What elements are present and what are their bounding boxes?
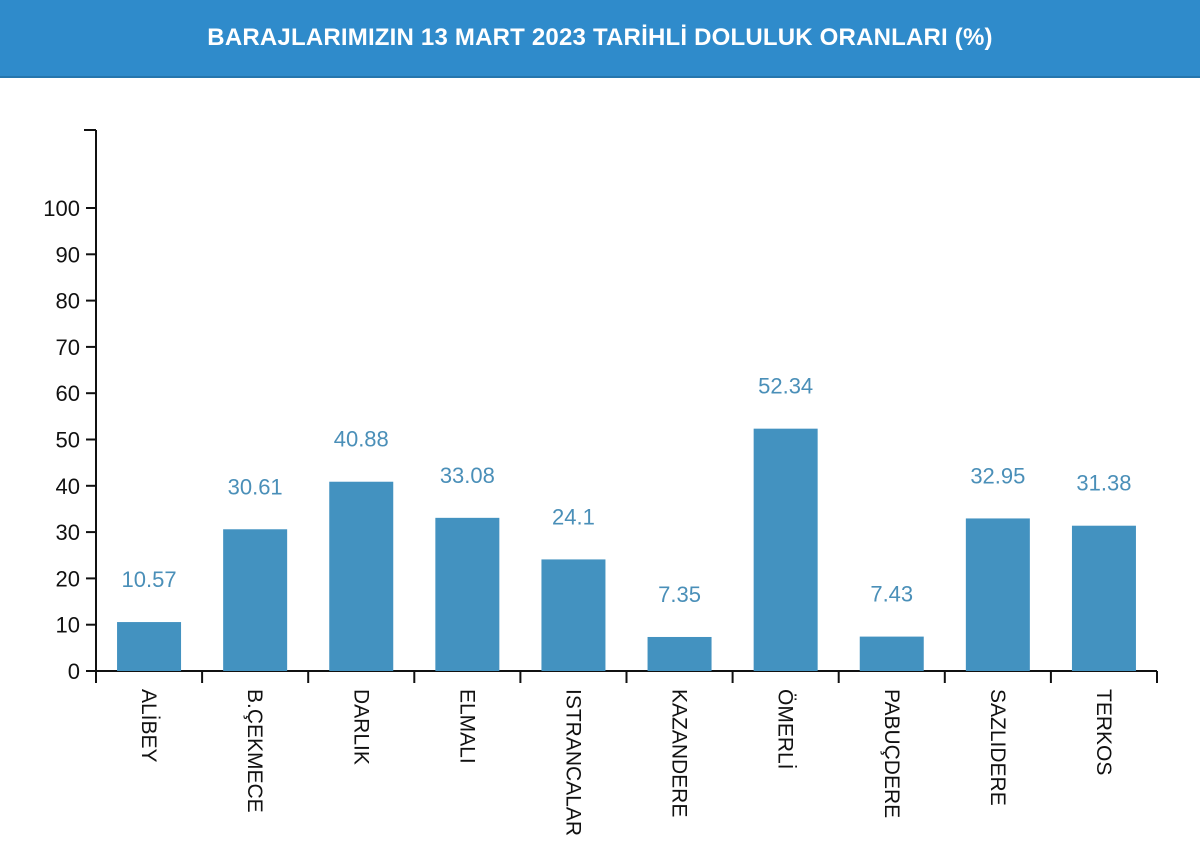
category-label: ÖMERLİ <box>774 689 797 770</box>
x-axis <box>95 670 1158 683</box>
chart-header: BARAJLARIMIZIN 13 MART 2023 TARİHLİ DOLU… <box>0 0 1200 78</box>
y-tick-label: 10 <box>56 613 80 638</box>
category-label: SAZLIDERE <box>986 689 1009 806</box>
y-tick-label: 100 <box>43 196 80 221</box>
category-label: ALİBEY <box>137 689 160 763</box>
bar <box>541 559 606 671</box>
value-label: 30.61 <box>228 474 283 499</box>
y-tick-label: 90 <box>56 242 80 267</box>
value-label: 40.88 <box>334 427 389 452</box>
category-labels: ALİBEY B.ÇEKMECE DARLIK ELMALI ISTRANCALAR KA… <box>137 689 1115 836</box>
value-label: 52.34 <box>758 374 813 399</box>
category-label: B.ÇEKMECE <box>243 689 266 813</box>
value-label: 31.38 <box>1076 471 1131 496</box>
category-label: ELMALI <box>455 689 478 764</box>
category-label: DARLIK <box>349 689 372 765</box>
bar <box>965 518 1030 671</box>
y-tick-label: 50 <box>56 428 80 453</box>
bars <box>117 428 1136 671</box>
value-labels: 10.57 30.61 40.88 33.08 24.1 7.35 52.34 7.43 32.… <box>122 374 1132 607</box>
bar <box>753 428 818 671</box>
chart-title: BARAJLARIMIZIN 13 MART 2023 TARİHLİ DOLU… <box>207 24 993 51</box>
bar <box>329 481 394 671</box>
y-tick-label: 80 <box>56 289 80 314</box>
category-label: ISTRANCALAR <box>561 689 584 836</box>
y-tick-label: 40 <box>56 474 80 499</box>
bar <box>117 622 182 671</box>
bar <box>1071 525 1136 671</box>
y-tick-label: 20 <box>56 566 80 591</box>
value-label: 24.1 <box>552 504 595 529</box>
y-tick-label: 70 <box>56 335 80 360</box>
bar <box>435 517 500 671</box>
bar <box>647 636 712 671</box>
y-tick-label: 60 <box>56 381 80 406</box>
bar <box>223 529 288 671</box>
value-label: 7.43 <box>870 582 913 607</box>
y-axis: 0 10 20 30 40 50 60 70 80 90 100 <box>43 129 97 684</box>
value-label: 10.57 <box>122 567 177 592</box>
category-label: KAZANDERE <box>668 689 691 817</box>
value-label: 33.08 <box>440 463 495 488</box>
category-label: TERKOS <box>1092 689 1115 775</box>
category-label: PABUÇDERE <box>880 689 903 818</box>
bar <box>859 636 924 671</box>
value-label: 32.95 <box>970 463 1025 488</box>
value-label: 7.35 <box>658 582 701 607</box>
y-tick-label: 30 <box>56 520 80 545</box>
y-tick-label: 0 <box>68 659 80 684</box>
